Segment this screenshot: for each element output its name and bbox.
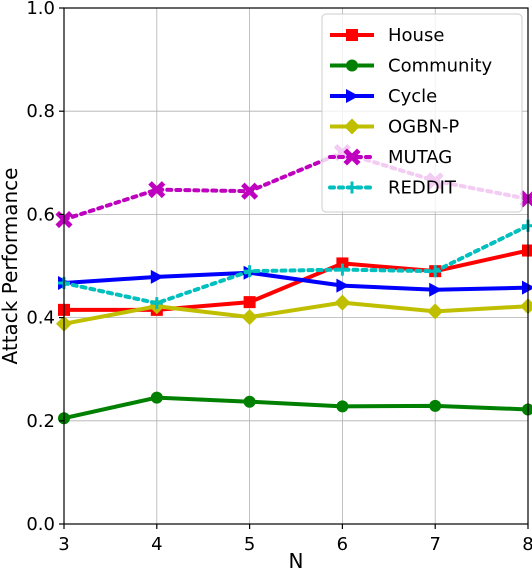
legend-label-ogbn-p: OGBN-P <box>388 117 459 138</box>
data-point-ogbn-p <box>427 303 444 320</box>
data-point-mutag <box>241 182 259 200</box>
legend-marker-mutag <box>343 148 361 166</box>
data-point-cycle <box>336 278 350 293</box>
series-line-community <box>63 395 529 421</box>
data-point-reddit <box>336 263 349 276</box>
legend-label-mutag: MUTAG <box>388 147 452 168</box>
data-point-community <box>336 400 349 413</box>
data-point-ogbn-p <box>241 309 258 326</box>
y-tick-label: 0.2 <box>26 411 55 432</box>
legend-marker-ogbn-p <box>344 118 360 135</box>
legend-entry-mutag: MUTAG <box>328 147 452 168</box>
x-tick-label: 3 <box>58 534 69 555</box>
series-cycle <box>58 265 532 297</box>
legend-entry-ogbn-p: OGBN-P <box>330 117 459 138</box>
series-line-cycle <box>63 270 529 292</box>
y-tick-label: 0.0 <box>26 514 55 535</box>
data-point-community <box>243 395 256 408</box>
data-point-house <box>522 244 532 257</box>
x-tick-label: 7 <box>429 534 440 555</box>
data-point-community <box>429 399 442 412</box>
legend-entry-reddit: REDDIT <box>328 178 457 199</box>
legend-entry-house: House <box>330 25 444 46</box>
legend-marker-cycle <box>346 89 359 103</box>
x-axis-label: N <box>289 549 304 572</box>
data-point-community <box>150 391 163 404</box>
axis-ticks: 3 4 5 6 7 8 0.0 0.2 0.4 0.6 0.8 1.0 <box>26 0 532 555</box>
y-tick-label: 1.0 <box>26 0 55 19</box>
data-point-house <box>336 257 349 270</box>
x-tick-label: 8 <box>522 534 532 555</box>
series-community <box>58 391 532 425</box>
data-point-reddit <box>243 265 256 278</box>
y-tick-label: 0.4 <box>26 308 55 329</box>
series-line-ogbn-p <box>63 300 529 326</box>
legend-label-community: Community <box>388 56 493 77</box>
legend-marker-reddit <box>346 181 358 194</box>
legend-entry-cycle: Cycle <box>330 86 437 107</box>
data-point-reddit <box>429 265 442 278</box>
legend-entry-community: Community <box>330 56 493 77</box>
data-point-ogbn-p <box>520 298 532 315</box>
data-point-community <box>522 403 532 416</box>
data-point-ogbn-p <box>334 294 351 311</box>
plot-frame <box>63 7 529 525</box>
data-point-house <box>243 296 256 309</box>
data-point-mutag <box>148 181 166 199</box>
x-tick-label: 6 <box>337 534 348 555</box>
data-point-reddit <box>150 297 163 310</box>
legend-marker-house <box>346 29 358 41</box>
legend-marker-community <box>346 59 358 72</box>
y-tick-label: 0.6 <box>26 204 55 225</box>
x-tick-label: 5 <box>244 534 255 555</box>
series-line-reddit <box>62 223 530 306</box>
x-tick-label: 4 <box>151 534 162 555</box>
data-point-cycle <box>522 280 532 295</box>
y-tick-label: 0.8 <box>26 101 55 122</box>
legend: House Community Cycle OGBN-P MUTAG REDDIT <box>321 13 523 213</box>
legend-label-cycle: Cycle <box>388 86 437 107</box>
y-axis-label: Attack Performance <box>0 168 22 365</box>
legend-label-reddit: REDDIT <box>388 178 457 199</box>
series-ogbn-p <box>56 294 532 332</box>
legend-label-house: House <box>388 25 444 46</box>
data-point-cycle <box>429 282 443 297</box>
data-point-cycle <box>150 269 164 284</box>
